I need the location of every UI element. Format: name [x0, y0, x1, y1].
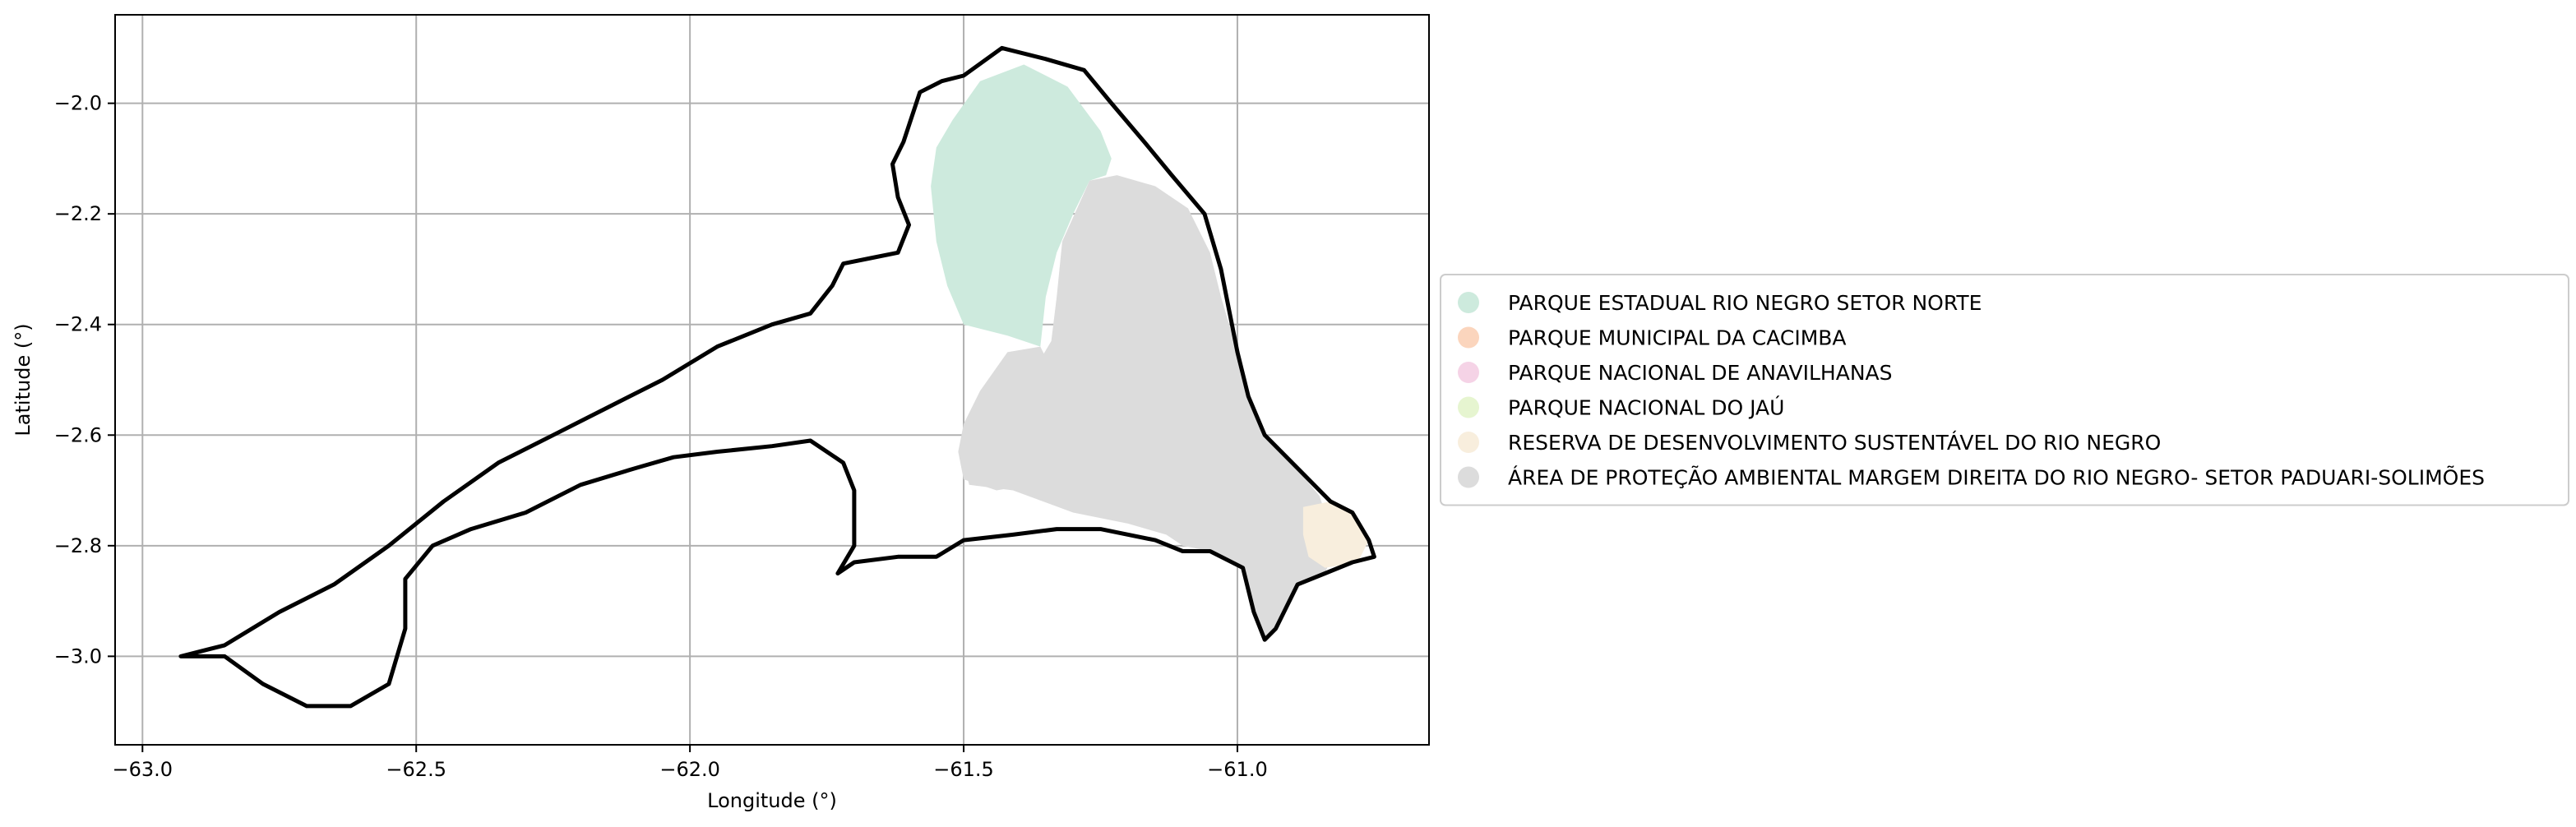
x-tick-label: −61.0	[1207, 758, 1268, 781]
x-axis: −63.0 −62.5 −62.0 −61.5 −61.0	[113, 745, 1268, 781]
protected-area-region	[1302, 501, 1369, 568]
y-tick-label: −2.2	[54, 202, 102, 225]
legend-item: PARQUE MUNICIPAL DA CACIMBA	[1458, 326, 1847, 350]
legend-swatch	[1458, 292, 1479, 313]
protected-areas	[931, 64, 1369, 640]
y-axis-label: Latitude (°)	[12, 323, 35, 436]
municipality-boundary	[178, 45, 1376, 709]
legend-label: ÁREA DE PROTEÇÃO AMBIENTAL MARGEM DIREIT…	[1508, 465, 2485, 490]
legend-swatch	[1458, 432, 1479, 453]
plot-frame	[114, 14, 1430, 746]
legend-item: PARQUE NACIONAL DE ANAVILHANAS	[1458, 361, 1893, 385]
legend-item: PARQUE ESTADUAL RIO NEGRO SETOR NORTE	[1458, 291, 1982, 315]
legend-swatch	[1458, 396, 1479, 418]
y-tick-label: −2.4	[54, 313, 102, 336]
legend-label: PARQUE NACIONAL DE ANAVILHANAS	[1508, 361, 1893, 385]
protected-area-region	[964, 175, 1336, 640]
legend-frame	[1440, 274, 2569, 506]
legend: PARQUE ESTADUAL RIO NEGRO SETOR NORTE PAR…	[1440, 274, 2569, 506]
x-tick-label: −63.0	[113, 758, 173, 781]
legend-swatch	[1458, 326, 1479, 349]
legend-label: PARQUE NACIONAL DO JAÚ	[1508, 395, 1784, 420]
y-tick-label: −3.0	[54, 645, 102, 668]
legend-swatch	[1458, 466, 1479, 488]
legend-label: RESERVA DE DESENVOLVIMENTO SUSTENTÁVEL D…	[1508, 431, 2161, 455]
y-tick-label: −2.8	[54, 534, 102, 557]
legend-label: PARQUE ESTADUAL RIO NEGRO SETOR NORTE	[1508, 291, 1982, 315]
protected-area-region	[931, 64, 1112, 347]
x-tick-label: −61.5	[933, 758, 994, 781]
plot-area	[114, 14, 1430, 746]
y-axis: −2.0 −2.2 −2.4 −2.6 −2.8 −3.0	[54, 92, 115, 668]
protected-area-region	[958, 346, 1062, 491]
y-tick-label: −2.0	[54, 92, 102, 115]
legend-swatch	[1458, 362, 1479, 383]
x-tick-label: −62.5	[386, 758, 446, 781]
x-tick-label: −62.0	[659, 758, 720, 781]
boundary-outline	[178, 45, 1376, 709]
y-tick-label: −2.6	[54, 423, 102, 446]
legend-item: PARQUE NACIONAL DO JAÚ	[1458, 395, 1784, 420]
legend-item: RESERVA DE DESENVOLVIMENTO SUSTENTÁVEL D…	[1458, 431, 2161, 455]
x-axis-label: Longitude (°)	[707, 789, 837, 812]
legend-item: ÁREA DE PROTEÇÃO AMBIENTAL MARGEM DIREIT…	[1458, 465, 2485, 490]
legend-label: PARQUE MUNICIPAL DA CACIMBA	[1508, 326, 1847, 350]
